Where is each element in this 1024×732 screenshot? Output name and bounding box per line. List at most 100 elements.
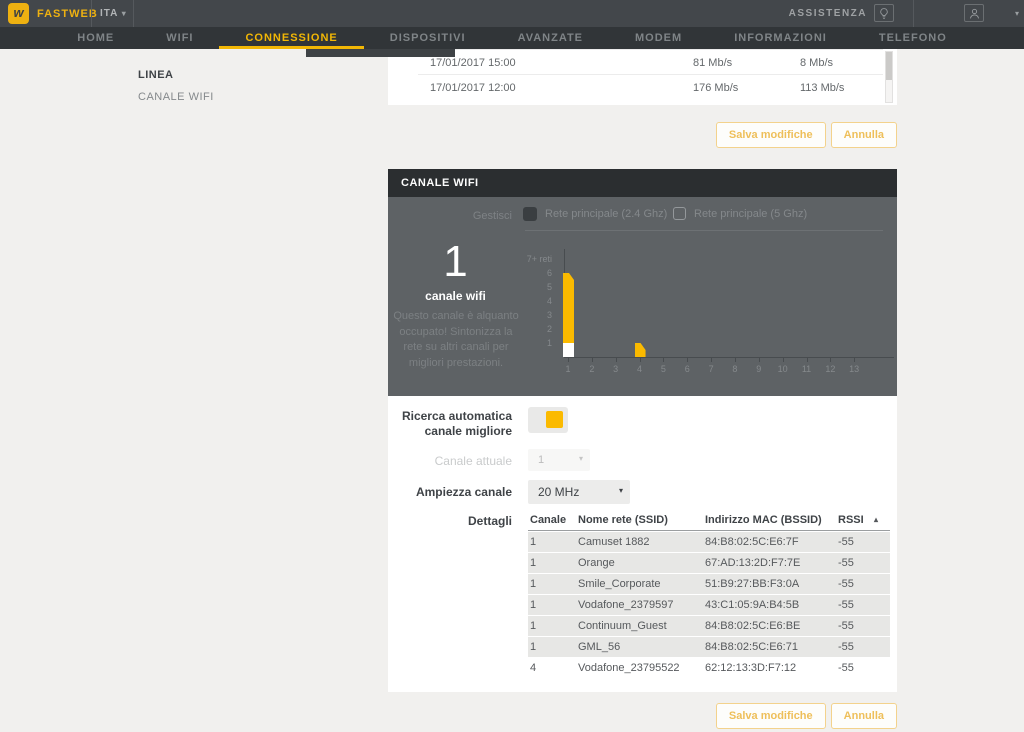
- auto-search-label: Ricerca automatica canale migliore: [401, 409, 512, 438]
- history-timestamp: 17/01/2017 15:00: [430, 57, 516, 69]
- chevron-down-icon: ▾: [618, 486, 623, 495]
- cell-ssid: GML_56: [578, 641, 621, 653]
- cell-canale: 1: [530, 599, 537, 611]
- cell-canale: 1: [530, 536, 537, 548]
- user-icon: [969, 8, 979, 18]
- bottom-action-row: Salva modifiche Annulla: [715, 703, 897, 729]
- toggle-knob: [546, 411, 563, 428]
- fastweb-logo-icon[interactable]: w: [8, 3, 29, 24]
- chart-y-tick-label: 7+ reti: [526, 254, 552, 264]
- cell-mac: 43:C1:05:9A:B4:5B: [705, 599, 800, 611]
- chart-x-tick-label: 3: [613, 364, 619, 374]
- network-option[interactable]: Rete principale (5 Ghz): [673, 207, 807, 220]
- chart-x-tick-label: 10: [777, 364, 788, 374]
- scrollbar[interactable]: [885, 51, 893, 103]
- auto-search-toggle[interactable]: [528, 407, 568, 433]
- chart-x-tick: [806, 358, 808, 362]
- divider: [133, 0, 134, 27]
- nav-tab-wifi[interactable]: WIFI: [166, 32, 194, 44]
- chart-bar-other-networks: [634, 343, 646, 357]
- checkbox-unchecked-icon[interactable]: [673, 207, 686, 220]
- chevron-down-icon[interactable]: ▾: [1014, 9, 1019, 18]
- chart-x-tick: [711, 358, 713, 362]
- nav-tab-informazioni[interactable]: INFORMAZIONI: [734, 32, 827, 44]
- chart-x-tick-label: 2: [589, 364, 595, 374]
- cell-canale: 1: [530, 620, 537, 632]
- cancel-button[interactable]: Annulla: [830, 122, 897, 148]
- table-row: 17/01/2017 15:00 81 Mb/s 8 Mb/s: [418, 49, 883, 75]
- current-channel-number: 1: [443, 237, 468, 286]
- table-row: 4 Vodafone_23795522 62:12:13:3D:F7:12 -55: [528, 658, 890, 678]
- nav-tab-home[interactable]: HOME: [77, 32, 115, 44]
- cell-ssid: Vodafone_23795522: [578, 662, 680, 674]
- channel-advice-text: Questo canale è alquanto occupato! Sinto…: [393, 310, 519, 369]
- cell-mac: 84:B8:02:5C:E6:71: [705, 641, 798, 653]
- scrollbar-thumb[interactable]: [886, 52, 892, 80]
- save-button[interactable]: Salva modifiche: [715, 122, 826, 148]
- nav-tab-connessione[interactable]: CONNESSIONE: [219, 27, 364, 49]
- cell-ssid: Orange: [578, 557, 615, 569]
- language-selector[interactable]: ITA ▾: [100, 8, 127, 19]
- chart-x-tick-label: 7: [708, 364, 714, 374]
- chart-x-tick-label: 11: [801, 364, 812, 374]
- sidebar-item-canale-wifi[interactable]: CANALE WIFI: [138, 91, 214, 103]
- table-row: 17/01/2017 12:00 176 Mb/s 113 Mb/s: [418, 75, 883, 101]
- nav-tab-telefono[interactable]: TELEFONO: [878, 32, 947, 44]
- divider: [91, 0, 92, 27]
- ampiezza-canale-select[interactable]: 20 MHz ▾: [528, 480, 630, 504]
- chart-x-tick: [591, 358, 593, 362]
- network-option[interactable]: Rete principale (2.4 Ghz): [523, 207, 667, 221]
- chart-x-axis: [564, 357, 894, 358]
- header-rssi[interactable]: RSSI: [838, 514, 864, 526]
- chart-bar-other-networks: [563, 273, 574, 344]
- lightbulb-icon: [880, 7, 888, 19]
- divider: [525, 230, 883, 231]
- header-mac[interactable]: Indirizzo MAC (BSSID): [705, 514, 822, 526]
- nav-tab-modem[interactable]: MODEM: [635, 32, 683, 44]
- sidebar-item-linea[interactable]: LINEA: [138, 69, 174, 81]
- main-nav: HOME WIFI CONNESSIONE DISPOSITIVI AVANZATE MO…: [0, 27, 1024, 49]
- save-button[interactable]: Salva modifiche: [715, 703, 826, 729]
- chart-x-tick-label: 6: [684, 364, 690, 374]
- chart-y-tick-label: 4: [546, 296, 552, 306]
- checkbox-checked-icon[interactable]: [523, 207, 537, 221]
- cell-mac: 84:B8:02:5C:E6:7F: [705, 536, 799, 548]
- cell-rssi: -55: [838, 536, 854, 548]
- assistenza-label[interactable]: ASSISTENZA: [788, 8, 867, 19]
- networks-table-header: Canale Nome rete (SSID) Indirizzo MAC (B…: [528, 510, 890, 531]
- table-row: 1 Orange 67:AD:13:2D:F7:7E -55: [528, 553, 890, 573]
- chart-bar-own-network: [563, 343, 574, 357]
- ampiezza-canale-value: 20 MHz: [538, 485, 580, 499]
- chart-x-tick-label: 1: [565, 364, 571, 374]
- nav-tab-dispositivi[interactable]: DISPOSITIVI: [389, 32, 466, 44]
- cell-rssi: -55: [838, 578, 854, 590]
- cell-rssi: -55: [838, 557, 854, 569]
- sort-asc-icon[interactable]: ▴: [874, 515, 879, 524]
- divider: [913, 0, 914, 27]
- chart-y-tick-label: 6: [546, 268, 552, 278]
- cell-ssid: Camuset 1882: [578, 536, 650, 548]
- chart-x-tick-label: 12: [825, 364, 836, 374]
- table-row: 1 Camuset 1882 84:B8:02:5C:E6:7F -55: [528, 532, 890, 552]
- cell-rssi: -55: [838, 662, 854, 674]
- cell-mac: 67:AD:13:2D:F7:7E: [705, 557, 801, 569]
- assistance-bulb-button[interactable]: [874, 4, 894, 22]
- connection-history-panel: 17/01/2017 15:00 81 Mb/s 8 Mb/s 17/01/2017 …: [388, 49, 897, 105]
- chart-bar-channel-1: [563, 273, 574, 357]
- cell-canale: 1: [530, 578, 537, 590]
- user-menu-button[interactable]: [964, 4, 984, 22]
- header-canale[interactable]: Canale: [530, 514, 567, 526]
- cell-ssid: Continuum_Guest: [578, 620, 667, 632]
- cell-mac: 62:12:13:3D:F7:12: [705, 662, 797, 674]
- chart-x-tick: [854, 358, 856, 362]
- nav-tab-avanzate[interactable]: AVANZATE: [517, 32, 584, 44]
- cancel-button[interactable]: Annulla: [830, 703, 897, 729]
- table-row: 1 Vodafone_2379597 43:C1:05:9A:B4:5B -55: [528, 595, 890, 615]
- chart-bar-channel-4: [634, 343, 646, 357]
- top-action-row: Salva modifiche Annulla: [715, 122, 897, 148]
- chart-y-tick-label: 2: [546, 324, 552, 334]
- chart-x-tick: [615, 358, 617, 362]
- chart-y-tick-label: 3: [546, 310, 552, 320]
- header-ssid[interactable]: Nome rete (SSID): [578, 514, 668, 526]
